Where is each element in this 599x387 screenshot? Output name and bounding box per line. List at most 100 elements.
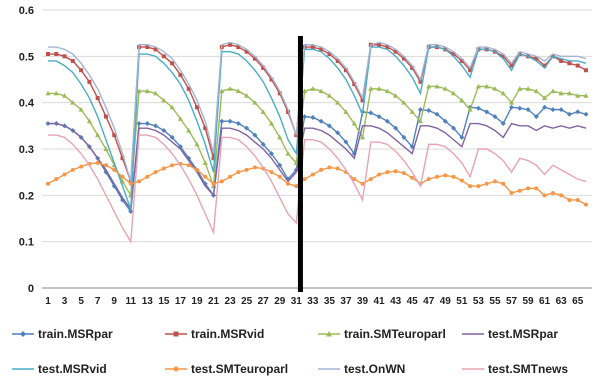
data-point [467, 107, 473, 112]
legend-label: test.SMTnews [488, 362, 568, 376]
data-point [410, 65, 415, 70]
data-point [236, 170, 241, 175]
data-point [343, 109, 349, 114]
data-point [268, 120, 275, 126]
series-line [48, 44, 587, 182]
data-point [351, 120, 357, 126]
data-point [228, 42, 233, 47]
data-point [426, 83, 432, 89]
data-point [286, 181, 291, 186]
data-point [550, 107, 556, 113]
data-point [227, 86, 233, 91]
data-point [62, 54, 67, 59]
data-point [368, 86, 374, 91]
data-point [534, 56, 539, 61]
data-point [294, 184, 299, 189]
data-point [401, 100, 407, 105]
x-tick-label: 51 [456, 296, 468, 307]
data-point [170, 61, 175, 66]
data-point [517, 105, 523, 111]
data-point [426, 108, 432, 114]
data-point [219, 179, 224, 184]
data-point [526, 186, 531, 191]
data-point [186, 163, 191, 168]
data-point [384, 88, 390, 94]
legend-label: test.MSRpar [488, 327, 558, 341]
data-point [112, 133, 117, 138]
series-line [48, 106, 587, 214]
x-tick-label: 37 [340, 296, 352, 307]
data-point [153, 47, 158, 52]
series-test-MSRpar [48, 122, 587, 212]
x-tick-label: 7 [95, 296, 101, 307]
data-point [393, 49, 398, 54]
data-point [211, 181, 216, 186]
data-point [575, 93, 581, 98]
data-point [269, 170, 274, 175]
data-point [326, 93, 333, 98]
data-point [542, 193, 547, 198]
data-point [434, 111, 440, 117]
legend-marker [326, 331, 332, 337]
series-layer [45, 41, 589, 244]
data-point [310, 45, 315, 50]
x-tick-label: 21 [208, 296, 220, 307]
data-point [203, 174, 208, 179]
data-point [136, 88, 142, 94]
data-point [277, 91, 282, 96]
data-point [319, 167, 324, 172]
data-point [377, 42, 382, 47]
y-tick-label: 0.3 [19, 144, 34, 156]
data-point [500, 121, 506, 127]
data-point [484, 83, 490, 89]
data-point [583, 111, 589, 117]
x-tick-label: 11 [125, 296, 136, 307]
data-point [153, 123, 159, 129]
data-point [360, 181, 365, 186]
data-point [144, 88, 150, 94]
data-point [501, 54, 506, 59]
data-point [54, 177, 59, 182]
y-tick-label: 0 [28, 283, 34, 295]
data-point [252, 56, 257, 61]
data-point [202, 160, 208, 165]
data-point [136, 121, 142, 127]
x-tick-labels: 1 3 5 7 9 11 13 15 17 19 21 23 25 27 29 31 33 35 37 39 41 43 4… [45, 296, 584, 307]
data-point [144, 121, 150, 127]
data-point [219, 88, 225, 94]
data-point [301, 88, 308, 94]
x-tick-label: 45 [407, 296, 419, 307]
data-point [70, 58, 75, 63]
legend-item: test.MSRpar [462, 327, 558, 341]
x-tick-label: 19 [191, 296, 203, 307]
data-point [235, 88, 241, 94]
data-point [244, 125, 250, 131]
data-point [145, 45, 150, 50]
data-point [327, 165, 332, 170]
y-tick-label: 0.5 [19, 51, 34, 63]
data-point [525, 86, 531, 91]
data-point [219, 118, 225, 124]
data-point [492, 179, 497, 184]
data-point [120, 174, 125, 179]
data-point [236, 45, 241, 50]
data-point [558, 107, 564, 113]
data-point [261, 65, 266, 70]
data-point [385, 170, 390, 175]
data-point [459, 178, 464, 183]
data-point [194, 167, 199, 172]
data-point [343, 68, 348, 73]
data-point [79, 164, 84, 169]
data-point [260, 141, 266, 147]
legend-label: test.MSRvid [38, 362, 107, 376]
data-point [459, 97, 465, 103]
data-point [575, 109, 581, 115]
data-point [285, 151, 291, 156]
data-point [46, 52, 50, 57]
data-point [459, 134, 465, 140]
legend-item: test.MSRvid [12, 362, 107, 376]
data-point [401, 134, 407, 140]
data-point [211, 156, 216, 161]
data-point [442, 86, 448, 91]
data-point [376, 86, 382, 91]
